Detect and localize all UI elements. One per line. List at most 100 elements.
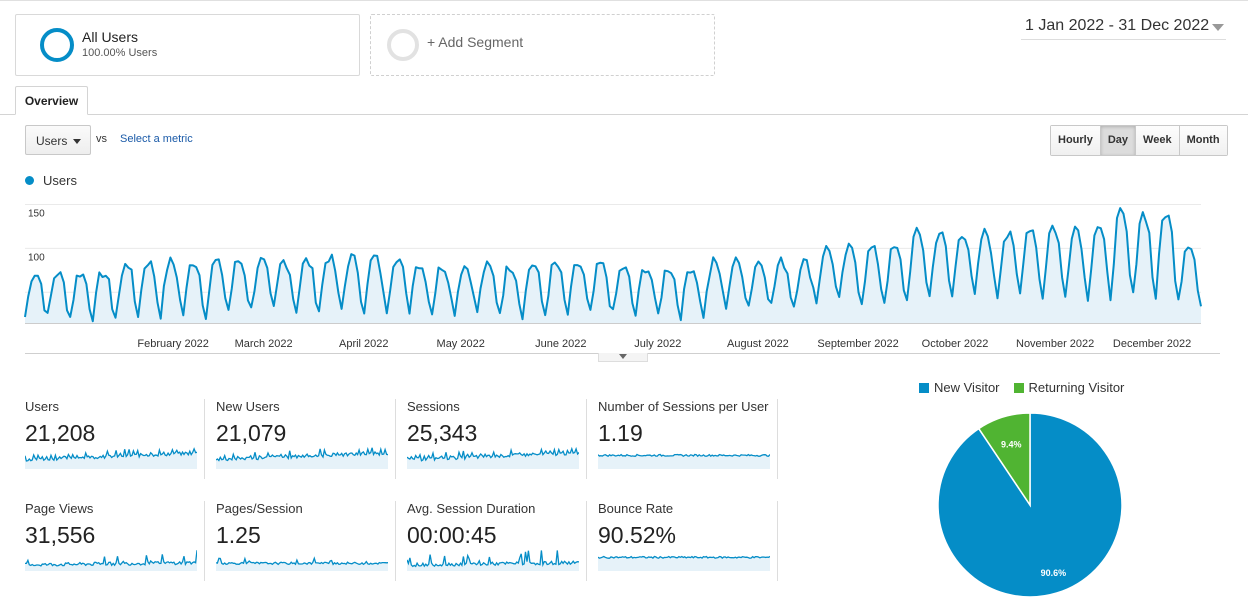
hourly-button[interactable]: Hourly [1051,126,1101,155]
divider [395,501,396,581]
stat-page-views[interactable]: Page Views 31,556 [25,501,215,581]
sparkline-area [216,558,388,571]
y-tick-label: 100 [28,252,45,263]
stat-pages-per-session[interactable]: Pages/Session 1.25 [216,501,406,581]
x-tick-label: October 2022 [922,338,989,350]
x-tick-label: February 2022 [137,338,209,350]
stat-label: New Users [216,399,280,414]
x-tick-label: December 2022 [1113,338,1191,350]
caret-down-icon [619,354,627,359]
visitor-pie-chart[interactable]: 90.6% 9.4% [930,405,1130,605]
divider [204,501,205,581]
sparkline [407,447,579,469]
sparkline-line [598,453,770,458]
sparkline-area [407,550,579,571]
segment-subtitle: 100.00% Users [82,47,158,59]
sparkline-line [25,550,197,567]
stat-avg-session-duration[interactable]: Avg. Session Duration 00:00:45 [407,501,597,581]
x-tick-label: September 2022 [817,338,898,350]
sparkline-line [216,556,388,566]
sparkline-line [598,555,770,559]
pie-slice-returning-visitor [977,412,1031,508]
pie-label: 90.6% [1041,568,1067,578]
vs-label: vs [96,133,107,145]
pie-label: 9.4% [1001,439,1022,449]
swatch-icon [919,382,929,393]
stat-label: Number of Sessions per User [598,399,769,414]
x-tick-label: July 2022 [634,338,681,350]
divider [777,399,778,479]
legend-returning-visitor[interactable]: Returning Visitor [1013,380,1125,395]
stat-sessions-per-user[interactable]: Number of Sessions per User 1.19 [598,399,788,479]
add-segment-button[interactable]: + Add Segment [427,34,524,50]
sparkline [25,447,197,469]
sparkline-area [25,448,197,469]
stat-value: 00:00:45 [407,522,497,548]
tab-overview[interactable]: Overview [15,86,88,115]
x-tick-label: August 2022 [727,338,789,350]
sparkline [25,550,197,571]
date-range-text: 1 Jan 2022 - 31 Dec 2022 [1025,17,1210,34]
segment-all-users[interactable]: All Users 100.00% Users [15,14,360,76]
sparkline-line [407,447,579,462]
sparkline-area [407,448,579,469]
stat-new-users[interactable]: New Users 21,079 [216,399,406,479]
sparkline [598,453,770,469]
day-button[interactable]: Day [1100,126,1137,155]
week-button[interactable]: Week [1136,126,1180,155]
select-metric-link[interactable]: Select a metric [120,133,193,145]
users-series-line [24,207,1202,323]
divider [204,399,205,479]
sparkline-area [25,550,197,571]
metric-select[interactable]: Users [25,125,91,155]
stat-sessions[interactable]: Sessions 25,343 [407,399,597,479]
add-segment-ring-icon [387,29,419,61]
x-tick-label: May 2022 [437,338,485,350]
legend-new-visitor[interactable]: New Visitor [919,380,1000,395]
stat-value: 1.19 [598,420,643,446]
add-segment-card[interactable]: + Add Segment [370,14,715,76]
segment-title: All Users [82,29,139,45]
sparkline [598,555,770,571]
sparkline-area [598,556,770,571]
x-tick-label: April 2022 [339,338,389,350]
pie-legend: New Visitor Returning Visitor [919,380,1138,395]
month-button[interactable]: Month [1179,126,1227,155]
stat-label: Avg. Session Duration [407,501,536,516]
stat-label: Bounce Rate [598,501,674,516]
sparkline-line [407,550,579,568]
y-tick-label: 150 [28,209,45,220]
sparkline [407,550,579,571]
granularity-toggle: Hourly Day Week Month [1050,125,1228,156]
stat-bounce-rate[interactable]: Bounce Rate 90.52% [598,501,788,581]
stat-value: 21,208 [25,420,96,446]
segment-ring-icon [40,28,74,62]
legend-label: Returning Visitor [1028,380,1125,395]
divider [777,501,778,581]
sparkline-line [25,447,197,462]
sparkline-area [598,454,770,469]
legend-dot-icon [25,176,34,185]
divider [395,399,396,479]
metric-select-label: Users [36,134,68,148]
stat-label: Sessions [407,399,460,414]
stat-value: 25,343 [407,420,478,446]
users-area [25,208,1201,323]
top-border [0,0,1248,5]
stat-label: Users [25,399,59,414]
stat-label: Page Views [25,501,94,516]
sparkline [216,447,388,469]
swatch-icon [1013,382,1024,393]
chart-legend-users: Users [43,173,77,188]
collapse-chart-handle[interactable] [598,353,648,362]
stat-label: Pages/Session [216,501,303,516]
sparkline-line [216,447,388,462]
divider [586,501,587,581]
date-range-picker[interactable]: 1 Jan 2022 - 31 Dec 2022 [1021,12,1226,40]
stat-value: 90.52% [598,522,677,548]
x-tick-label: June 2022 [535,338,586,350]
caret-down-icon [73,139,81,144]
sparkline [216,556,388,571]
stat-users[interactable]: Users 21,208 [25,399,215,479]
